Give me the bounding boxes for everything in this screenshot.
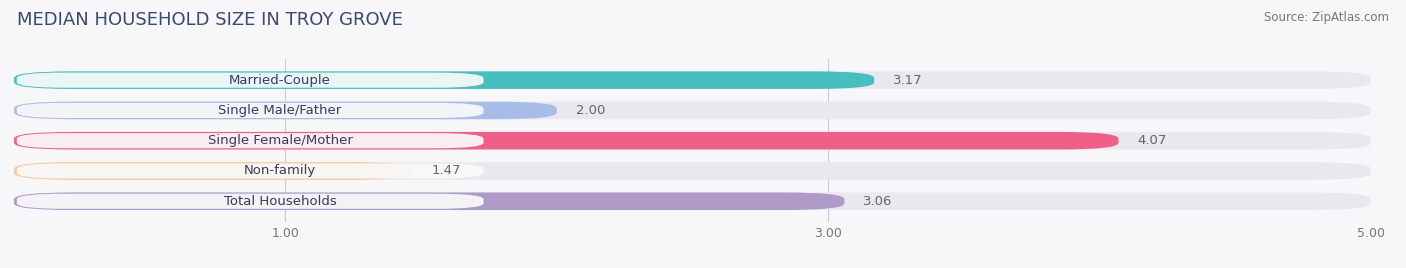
FancyBboxPatch shape: [14, 132, 1119, 150]
FancyBboxPatch shape: [14, 162, 413, 180]
FancyBboxPatch shape: [14, 132, 1371, 150]
FancyBboxPatch shape: [14, 102, 557, 119]
Text: Source: ZipAtlas.com: Source: ZipAtlas.com: [1264, 11, 1389, 24]
FancyBboxPatch shape: [17, 73, 484, 88]
Text: 3.06: 3.06: [863, 195, 893, 208]
Text: 1.47: 1.47: [432, 165, 461, 177]
Text: 4.07: 4.07: [1137, 134, 1167, 147]
FancyBboxPatch shape: [17, 194, 484, 209]
Text: Non-family: Non-family: [243, 165, 316, 177]
FancyBboxPatch shape: [17, 133, 484, 148]
FancyBboxPatch shape: [17, 103, 484, 118]
FancyBboxPatch shape: [14, 102, 1371, 119]
FancyBboxPatch shape: [14, 192, 1371, 210]
FancyBboxPatch shape: [14, 71, 875, 89]
FancyBboxPatch shape: [17, 163, 484, 178]
Text: 2.00: 2.00: [576, 104, 605, 117]
Text: 3.17: 3.17: [893, 74, 922, 87]
FancyBboxPatch shape: [14, 71, 1371, 89]
Text: Total Households: Total Households: [224, 195, 336, 208]
FancyBboxPatch shape: [14, 162, 1371, 180]
Text: Single Female/Mother: Single Female/Mother: [208, 134, 353, 147]
FancyBboxPatch shape: [14, 192, 845, 210]
Text: MEDIAN HOUSEHOLD SIZE IN TROY GROVE: MEDIAN HOUSEHOLD SIZE IN TROY GROVE: [17, 11, 402, 29]
Text: Single Male/Father: Single Male/Father: [218, 104, 342, 117]
Text: Married-Couple: Married-Couple: [229, 74, 330, 87]
